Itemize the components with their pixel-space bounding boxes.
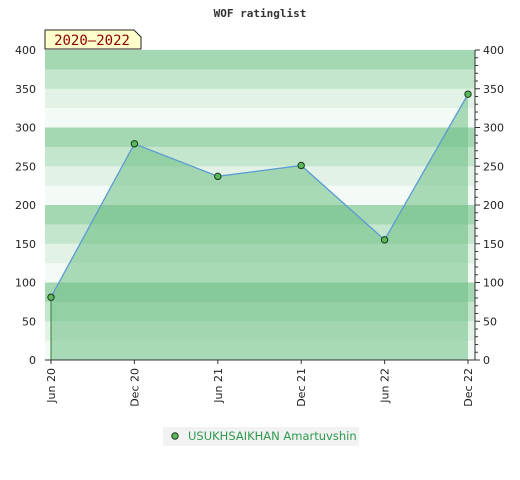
legend-marker	[171, 432, 179, 440]
y-tick-label-right: 50	[483, 315, 497, 328]
data-point	[297, 161, 305, 170]
x-tick-label: Jun 20	[45, 368, 58, 404]
y-tick-label-right: 150	[483, 238, 504, 251]
badge-box	[44, 29, 142, 50]
badge-label: 2020–2022	[54, 33, 130, 49]
y-tick-label-right: 350	[483, 83, 504, 96]
x-tick-label: Jun 22	[379, 368, 392, 404]
background-band	[45, 146, 475, 167]
data-point	[464, 90, 472, 98]
y-tick-label-right: 250	[483, 160, 504, 173]
area-layer	[50, 93, 469, 361]
y-tick-label-left: 200	[15, 199, 36, 212]
y-tick-label-left: 50	[22, 315, 36, 328]
background-band	[45, 127, 475, 148]
x-tick-label: Dec 20	[128, 368, 141, 407]
data-point	[47, 293, 55, 301]
series-line	[50, 93, 469, 298]
x-tick-label: Jun 21	[212, 368, 225, 404]
y-tick-label-right: 200	[483, 199, 504, 212]
y-tick-label-left: 350	[15, 83, 36, 96]
data-point	[130, 140, 139, 148]
y-tick-label-right: 300	[483, 122, 504, 135]
background-band	[45, 108, 475, 128]
period-badge: 2020–2022	[44, 29, 142, 50]
y-tick-label-left: 300	[15, 122, 36, 135]
legend-box	[163, 427, 359, 446]
x-tick-label: Dec 22	[462, 368, 475, 407]
legend[interactable]: USUKHSAIKHAN Amartuvshin	[163, 427, 359, 446]
data-point	[214, 172, 222, 181]
chart-title: WOF ratinglist	[214, 7, 307, 20]
y-tick-label-left: 100	[15, 277, 36, 290]
series-area	[51, 94, 468, 361]
y-tick-label-right: 100	[483, 277, 504, 290]
y-tick-label-left: 400	[15, 44, 36, 57]
data-points	[47, 90, 472, 301]
y-tick-label-right: 0	[483, 354, 490, 367]
y-tick-label-right: 400	[483, 44, 504, 57]
y-tick-label-left: 150	[15, 238, 36, 251]
y-tick-label-left: 0	[29, 354, 36, 367]
x-tick-label: Dec 21	[295, 368, 308, 407]
legend-series-label: USUKHSAIKHAN Amartuvshin	[188, 429, 357, 443]
background-band	[45, 69, 475, 90]
background-band	[45, 88, 475, 109]
y-tick-label-left: 250	[15, 160, 36, 173]
data-point	[380, 236, 389, 244]
background-band	[45, 50, 475, 70]
axes: 0 0 50 50 100 100 150 150 200 200 250 250 300 300 350 3…	[15, 44, 504, 407]
